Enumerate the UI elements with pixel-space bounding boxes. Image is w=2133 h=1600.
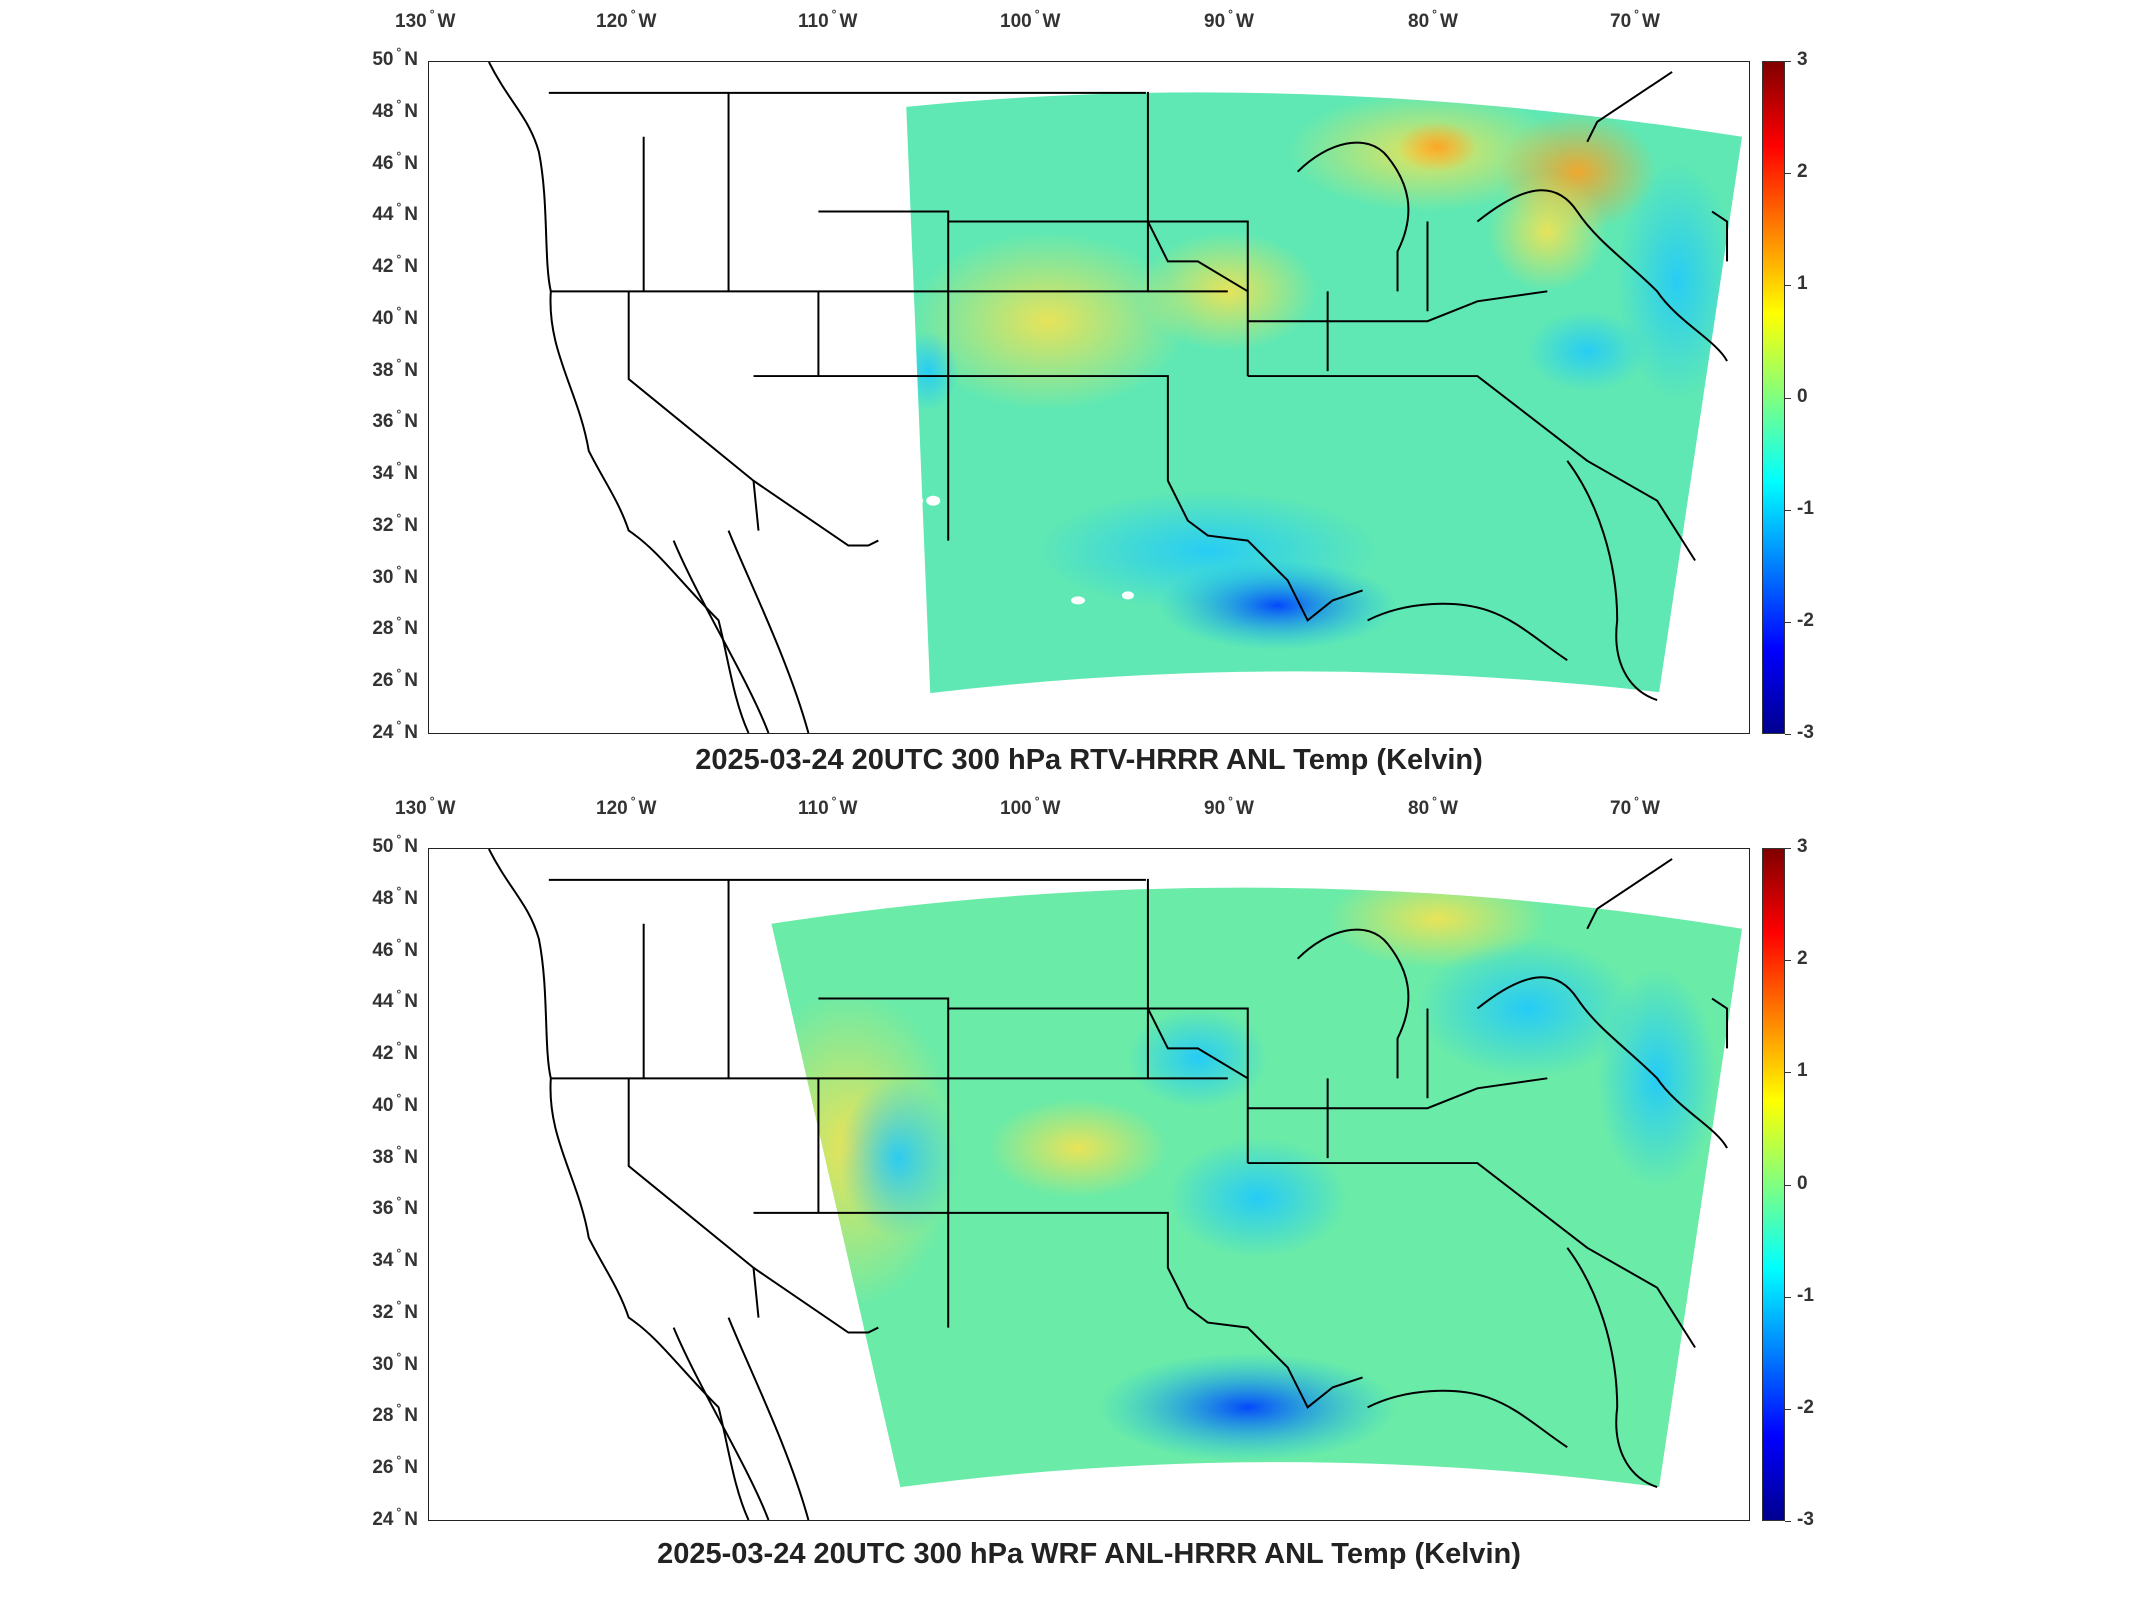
latitude-label: 50 ° N (372, 832, 418, 857)
panel-title: 2025-03-24 20UTC 300 hPa WRF ANL-HRRR AN… (657, 1538, 1521, 1570)
latitude-label: 44 ° N (372, 987, 418, 1013)
field-anomalies (906, 92, 1738, 651)
colorbar-tick-label: 2 (1797, 948, 1808, 970)
latitude-label: 26 ° N (372, 666, 418, 692)
longitude-label: 100 ° W (1000, 7, 1061, 32)
map-outlines (488, 849, 1729, 1520)
latitude-label: 36 ° N (372, 1194, 418, 1220)
latitude-label: 28 ° N (372, 614, 418, 640)
map-svg (488, 62, 1743, 733)
longitude-label: 130 ° W (395, 7, 456, 32)
longitude-label: 70 ° W (1610, 794, 1660, 819)
longitude-label: 100 ° W (1000, 794, 1061, 819)
latitude-label: 28 ° N (372, 1401, 418, 1427)
colorbar-tick-label: 0 (1797, 385, 1808, 407)
longitude-label: 110 ° W (798, 7, 858, 32)
colorbar-tick-mark (1785, 1408, 1791, 1410)
latitude-label: 30 ° N (372, 1349, 418, 1375)
latitude-label: 40 ° N (372, 1090, 418, 1116)
colorbar (1762, 848, 1785, 1521)
longitude-label: 120 ° W (596, 7, 657, 32)
latitude-label: 48 ° N (372, 883, 418, 909)
colorbar-tick-mark (1785, 285, 1791, 287)
latitude-label: 40 ° N (372, 303, 418, 329)
longitude-label: 80 ° W (1408, 7, 1458, 32)
latitude-label: 32 ° N (372, 510, 418, 536)
colorbar-tick-label: 0 (1797, 1172, 1808, 1194)
colorbar-tick-mark (1785, 1521, 1791, 1522)
latitude-label: 30 ° N (372, 562, 418, 588)
map-frame (428, 61, 1750, 734)
colorbar-tick-mark (1785, 509, 1791, 511)
colorbar-tick-mark (1785, 621, 1791, 623)
longitude-label: 130 ° W (395, 794, 456, 819)
colorbar-tick-mark (1785, 848, 1791, 849)
longitude-label: 80 ° W (1408, 794, 1458, 819)
latitude-label: 50 ° N (372, 45, 418, 70)
latitude-label: 36 ° N (372, 407, 418, 433)
latitude-label: 42 ° N (372, 252, 418, 278)
latitude-label: 34 ° N (372, 1246, 418, 1272)
colorbar-tick-mark (1785, 173, 1791, 175)
colorbar-tick-mark (1785, 734, 1791, 735)
longitude-label: 70 ° W (1610, 7, 1660, 32)
colorbar-tick-mark (1785, 960, 1791, 962)
latitude-label: 38 ° N (372, 355, 418, 381)
colorbar-tick-label: 2 (1797, 161, 1808, 183)
colorbar-tick-label: -3 (1797, 1509, 1814, 1530)
latitude-label: 26 ° N (372, 1453, 418, 1479)
latitude-label: 38 ° N (372, 1142, 418, 1168)
latitude-label: 44 ° N (372, 200, 418, 226)
latitude-label: 48 ° N (372, 96, 418, 122)
colorbar-tick-label: -2 (1797, 609, 1814, 631)
colorbar-tick-mark (1785, 1296, 1791, 1298)
colorbar-tick-label: 3 (1797, 836, 1808, 857)
colorbar-tick-label: -1 (1797, 497, 1814, 519)
colorbar-tick-label: -3 (1797, 722, 1814, 743)
latitude-label: 46 ° N (372, 148, 418, 174)
longitude-label: 110 ° W (798, 794, 858, 819)
colorbar-tick-mark (1785, 61, 1791, 62)
colorbar-tick-label: 3 (1797, 49, 1808, 70)
colorbar-tick-label: -2 (1797, 1396, 1814, 1418)
longitude-label: 120 ° W (596, 794, 657, 819)
colorbar-tick-mark (1785, 397, 1791, 399)
longitude-label: 90 ° W (1204, 794, 1254, 819)
latitude-label: 24 ° N (372, 718, 418, 743)
latitude-label: 46 ° N (372, 935, 418, 961)
map-svg (488, 849, 1743, 1520)
longitude-label: 90 ° W (1204, 7, 1254, 32)
colorbar-tick-mark (1785, 1072, 1791, 1074)
latitude-label: 42 ° N (372, 1039, 418, 1065)
latitude-label: 32 ° N (372, 1297, 418, 1323)
latitude-label: 34 ° N (372, 459, 418, 485)
colorbar-tick-label: 1 (1797, 273, 1808, 295)
colorbar-tick-label: 1 (1797, 1060, 1808, 1082)
colorbar-tick-label: -1 (1797, 1284, 1814, 1306)
panel-title: 2025-03-24 20UTC 300 hPa RTV-HRRR ANL Te… (695, 744, 1483, 776)
map-outlines (488, 62, 1729, 733)
map-frame (428, 848, 1750, 1521)
latitude-label: 24 ° N (372, 1505, 418, 1530)
colorbar-tick-mark (1785, 1184, 1791, 1186)
colorbar (1762, 61, 1785, 734)
